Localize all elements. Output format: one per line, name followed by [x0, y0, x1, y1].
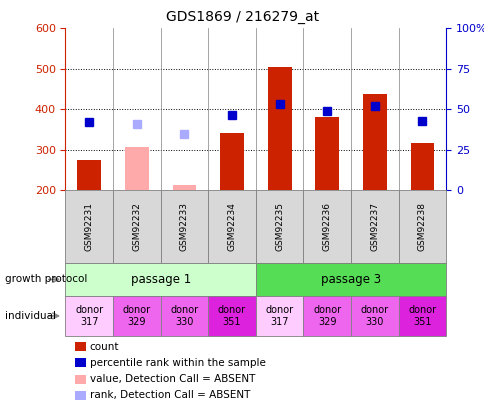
- Bar: [77, 160, 101, 190]
- Text: rank, Detection Call = ABSENT: rank, Detection Call = ABSENT: [90, 390, 250, 400]
- Text: donor
329: donor 329: [122, 305, 151, 327]
- Text: donor
351: donor 351: [408, 305, 436, 327]
- Text: GSM92238: GSM92238: [417, 202, 426, 251]
- FancyBboxPatch shape: [65, 190, 113, 263]
- FancyBboxPatch shape: [65, 263, 256, 296]
- FancyBboxPatch shape: [113, 296, 160, 336]
- Text: GSM92236: GSM92236: [322, 202, 331, 251]
- Text: GSM92237: GSM92237: [370, 202, 378, 251]
- Text: passage 1: passage 1: [130, 273, 190, 286]
- FancyBboxPatch shape: [303, 190, 350, 263]
- Text: count: count: [90, 342, 119, 352]
- Text: GSM92234: GSM92234: [227, 202, 236, 251]
- Text: passage 3: passage 3: [320, 273, 380, 286]
- Text: growth protocol: growth protocol: [5, 275, 87, 284]
- Text: donor
317: donor 317: [265, 305, 293, 327]
- Text: GSM92235: GSM92235: [274, 202, 284, 251]
- Text: donor
330: donor 330: [170, 305, 198, 327]
- Text: individual: individual: [5, 311, 56, 321]
- Text: GDS1869 / 216279_at: GDS1869 / 216279_at: [166, 10, 318, 24]
- FancyBboxPatch shape: [256, 296, 303, 336]
- Bar: [267, 67, 291, 190]
- FancyBboxPatch shape: [350, 190, 398, 263]
- FancyBboxPatch shape: [256, 190, 303, 263]
- Bar: [172, 185, 196, 190]
- Bar: [220, 133, 243, 190]
- Bar: [362, 94, 386, 190]
- FancyBboxPatch shape: [398, 190, 445, 263]
- Text: GSM92232: GSM92232: [132, 202, 141, 251]
- FancyBboxPatch shape: [208, 296, 256, 336]
- FancyBboxPatch shape: [350, 296, 398, 336]
- FancyBboxPatch shape: [113, 190, 160, 263]
- FancyBboxPatch shape: [160, 296, 208, 336]
- FancyBboxPatch shape: [208, 190, 256, 263]
- Text: donor
317: donor 317: [75, 305, 103, 327]
- FancyBboxPatch shape: [303, 296, 350, 336]
- Bar: [125, 147, 149, 190]
- FancyBboxPatch shape: [65, 296, 113, 336]
- Text: donor
351: donor 351: [217, 305, 245, 327]
- Bar: [409, 143, 433, 190]
- Text: GSM92231: GSM92231: [85, 202, 93, 251]
- FancyBboxPatch shape: [398, 296, 445, 336]
- Text: percentile rank within the sample: percentile rank within the sample: [90, 358, 265, 368]
- Text: donor
329: donor 329: [313, 305, 341, 327]
- Text: GSM92233: GSM92233: [180, 202, 189, 251]
- FancyBboxPatch shape: [160, 190, 208, 263]
- Bar: [315, 117, 338, 190]
- Text: value, Detection Call = ABSENT: value, Detection Call = ABSENT: [90, 374, 255, 384]
- Text: donor
330: donor 330: [360, 305, 388, 327]
- FancyBboxPatch shape: [256, 263, 445, 296]
